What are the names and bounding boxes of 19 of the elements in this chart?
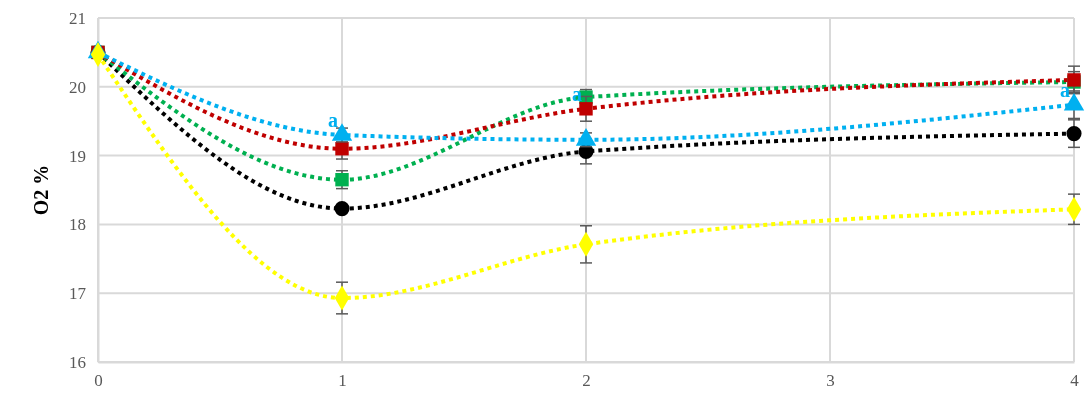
point [1066, 126, 1082, 142]
y-tick-label: 21 [69, 8, 86, 28]
annotation: a [572, 82, 582, 105]
point [335, 142, 349, 156]
y-tick-label: 16 [69, 352, 86, 372]
y-tick-label: 19 [69, 146, 86, 166]
point [579, 102, 593, 116]
y-tick-label: 18 [69, 215, 86, 235]
y-tick-label: 20 [69, 77, 86, 97]
y-axis-title: O2 % [30, 164, 52, 216]
point [334, 201, 350, 217]
annotation: a [1060, 78, 1070, 101]
x-tick-label: 1 [338, 371, 347, 391]
x-tick-label: 3 [826, 371, 835, 391]
x-tick-label: 2 [582, 371, 591, 391]
annotation: a [328, 108, 338, 131]
x-tick-label: 0 [94, 371, 103, 391]
x-tick-label: 4 [1070, 371, 1080, 391]
y-tick-label: 17 [69, 284, 87, 304]
